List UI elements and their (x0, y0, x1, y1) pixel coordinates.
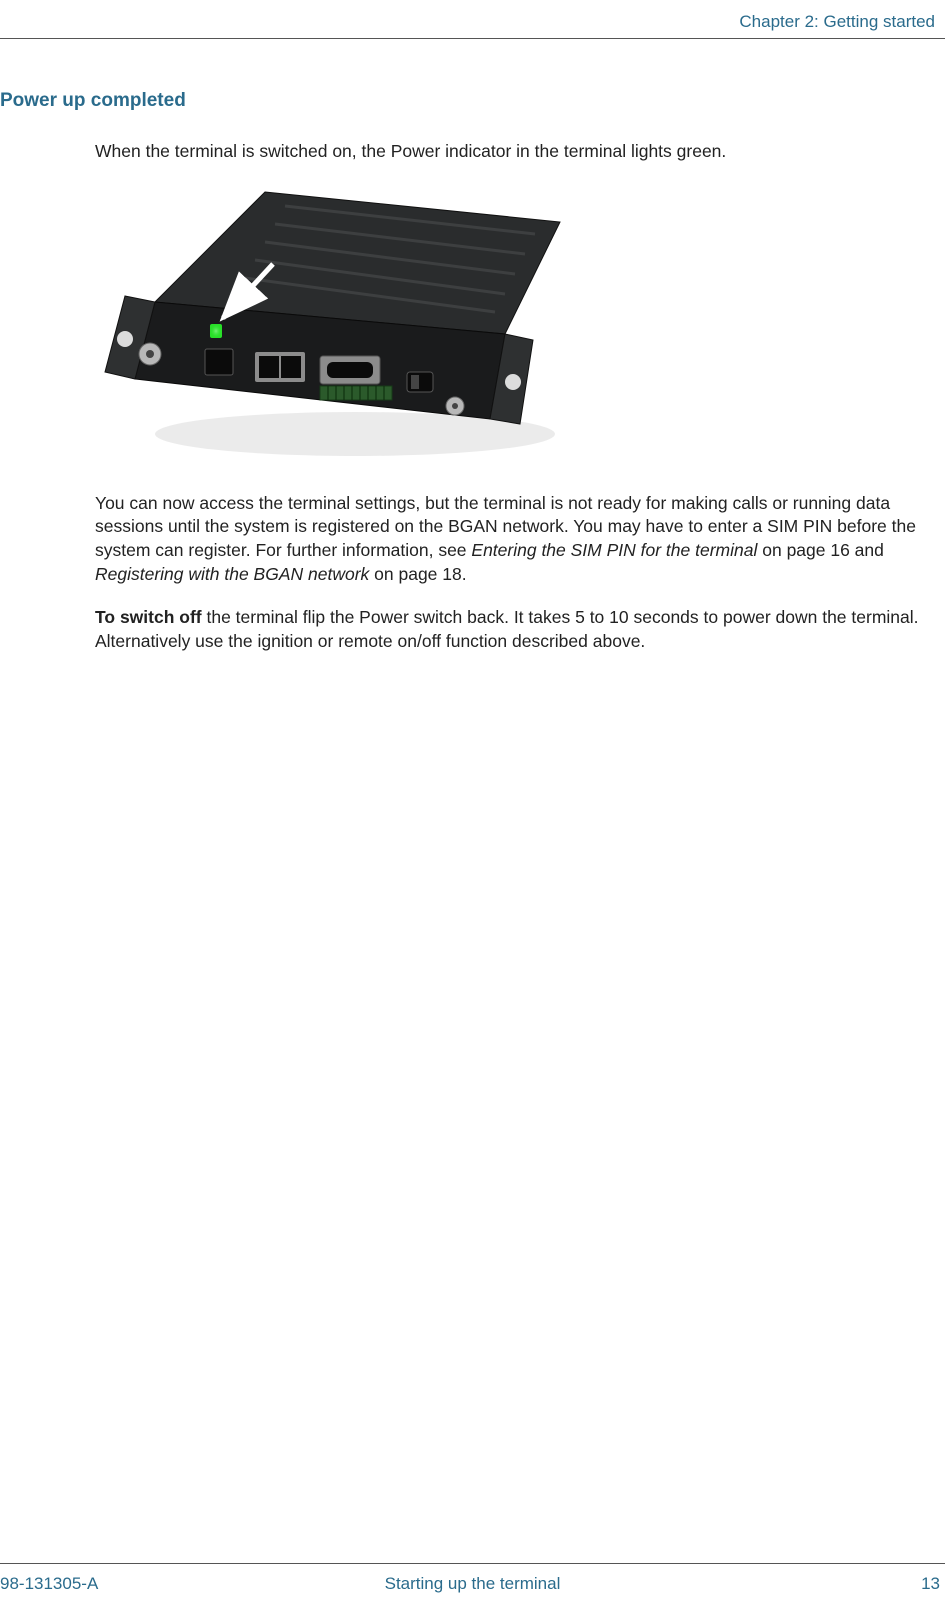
terminal-figure (95, 184, 575, 464)
lan-port-2 (281, 356, 301, 378)
footer-page-number: 13 (921, 1574, 940, 1594)
p2-text-b: on page 16 and (757, 540, 884, 560)
para-switch-off: To switch off the terminal flip the Powe… (95, 606, 935, 653)
p2-text-c: on page 18. (369, 564, 466, 584)
power-switch (407, 372, 433, 392)
switch-off-rest: the terminal flip the Power switch back.… (95, 607, 919, 651)
header-rule (0, 38, 945, 39)
phone-port (205, 349, 233, 375)
xref-registering: Registering with the BGAN network (95, 564, 369, 584)
switch-off-lead: To switch off (95, 607, 202, 627)
section-title: Power up completed (0, 90, 186, 112)
para-intro: When the terminal is switched on, the Po… (95, 140, 935, 164)
xref-sim-pin: Entering the SIM PIN for the terminal (471, 540, 757, 560)
terminal-svg (95, 184, 575, 464)
para-access: You can now access the terminal settings… (95, 492, 935, 587)
lan-port-1 (259, 356, 279, 378)
footer-rule (0, 1563, 945, 1564)
footer-section-name: Starting up the terminal (0, 1574, 945, 1594)
chapter-label: Chapter 2: Getting started (739, 12, 935, 32)
content-region: When the terminal is switched on, the Po… (95, 140, 935, 673)
